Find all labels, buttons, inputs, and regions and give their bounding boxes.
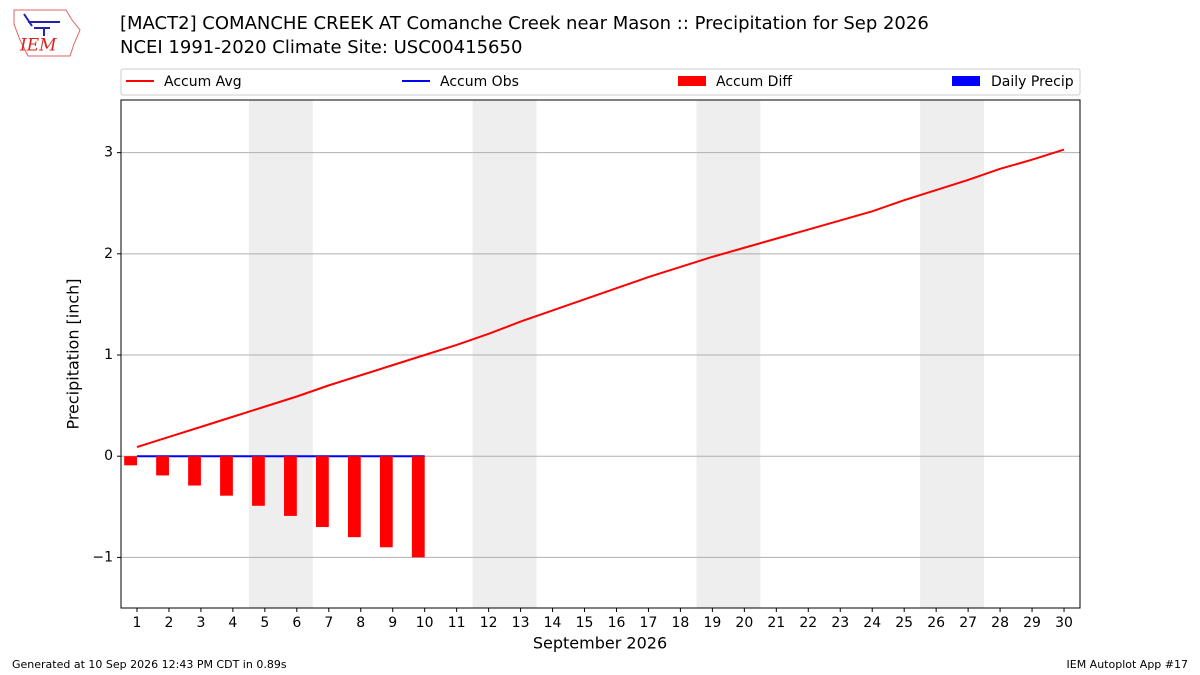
x-tick-label: 23 — [831, 615, 849, 631]
x-tick-label: 26 — [927, 615, 945, 631]
bar — [188, 456, 201, 486]
x-tick-label: 4 — [228, 615, 237, 631]
y-tick-label: 2 — [104, 246, 113, 262]
x-tick-label: 1 — [133, 615, 142, 631]
bar — [156, 456, 169, 476]
x-tick-label: 3 — [196, 615, 205, 631]
bar — [315, 456, 329, 528]
chart-title: [MACT2] COMANCHE CREEK AT Comanche Creek… — [120, 13, 929, 34]
x-tick-label: 20 — [735, 615, 753, 631]
y-tick-label: −1 — [92, 549, 113, 565]
x-tick-label: 22 — [799, 615, 817, 631]
x-tick-label: 28 — [991, 615, 1009, 631]
x-tick-label: 7 — [324, 615, 333, 631]
chart-subtitle: NCEI 1991-2020 Climate Site: USC00415650 — [120, 37, 522, 58]
bar — [252, 456, 265, 506]
y-tick-label: 3 — [104, 145, 113, 161]
bar — [284, 456, 297, 516]
bar — [379, 456, 393, 548]
x-tick-label: 12 — [480, 615, 498, 631]
x-tick-label: 5 — [260, 615, 269, 631]
x-tick-label: 30 — [1055, 615, 1073, 631]
y-tick-label: 0 — [104, 448, 113, 464]
x-tick-label: 29 — [1023, 615, 1041, 631]
legend-label: Accum Obs — [440, 74, 519, 90]
x-tick-label: 27 — [959, 615, 977, 631]
weekend-band — [472, 100, 537, 608]
y-axis-label: Precipitation [inch] — [64, 278, 83, 429]
logo-icon — [23, 13, 60, 36]
x-tick-label: 16 — [608, 615, 626, 631]
x-tick-label: 15 — [576, 615, 594, 631]
x-tick-label: 10 — [416, 615, 434, 631]
bar — [411, 456, 425, 558]
x-tick-label: 13 — [512, 615, 530, 631]
legend-box — [120, 68, 1081, 96]
weekend-band — [248, 100, 313, 608]
legend-label: Accum Diff — [716, 74, 792, 90]
weekend-band — [696, 100, 761, 608]
legend-label: Accum Avg — [164, 74, 242, 90]
x-tick-label: 9 — [388, 615, 397, 631]
plot-frame — [120, 99, 1081, 609]
logo-text: IEM — [19, 36, 57, 56]
logo-outline — [13, 9, 81, 57]
bar — [347, 456, 361, 538]
x-tick-label: 18 — [672, 615, 690, 631]
logo: IEM — [13, 9, 81, 57]
x-axis-label: September 2026 — [533, 634, 667, 653]
x-tick-label: 19 — [703, 615, 721, 631]
line — [136, 148, 1065, 449]
x-tick-label: 8 — [356, 615, 365, 631]
x-tick-label: 11 — [448, 615, 466, 631]
x-tick-label: 24 — [863, 615, 881, 631]
weekend-band — [920, 100, 985, 608]
legend-label: Daily Precip — [991, 74, 1074, 90]
legend-swatch — [952, 76, 980, 86]
x-tick-label: 21 — [767, 615, 785, 631]
legend-swatch — [678, 76, 706, 86]
x-tick-label: 14 — [544, 615, 562, 631]
x-tick-label: 25 — [895, 615, 913, 631]
bar — [124, 456, 137, 466]
footer-right: IEM Autoplot App #17 — [1067, 658, 1189, 671]
x-tick-label: 2 — [164, 615, 173, 631]
x-tick-label: 17 — [640, 615, 658, 631]
bar — [220, 456, 233, 496]
footer-left: Generated at 10 Sep 2026 12:43 PM CDT in… — [12, 658, 287, 671]
x-tick-label: 6 — [292, 615, 301, 631]
y-tick-label: 1 — [104, 347, 113, 363]
